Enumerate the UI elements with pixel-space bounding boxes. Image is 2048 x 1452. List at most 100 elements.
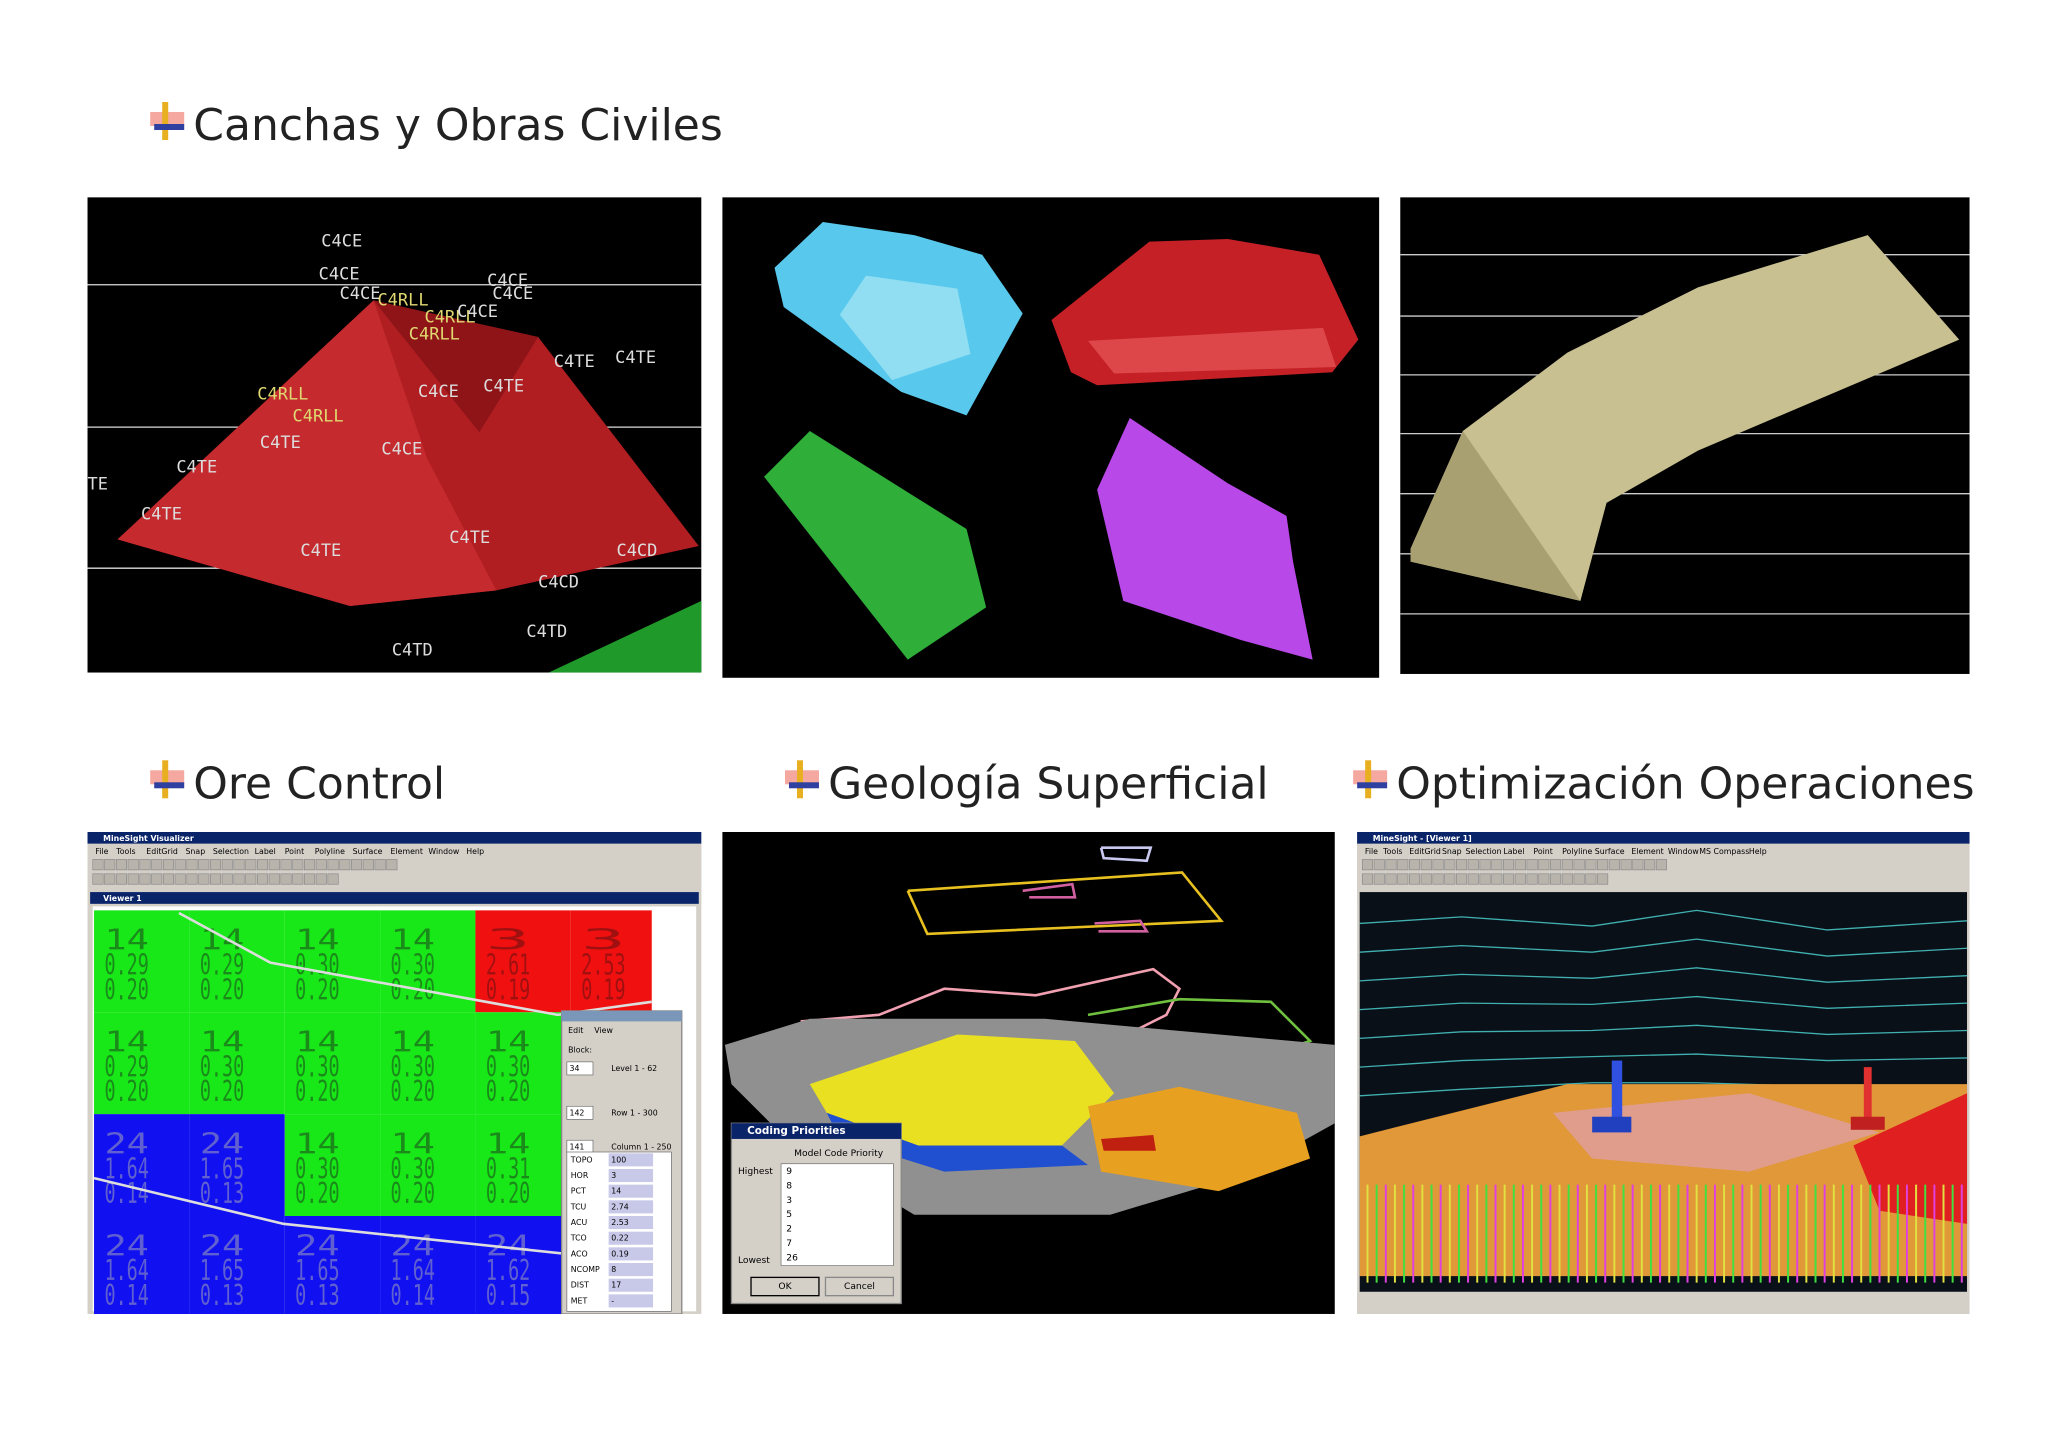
map-label: C4TE bbox=[141, 505, 182, 525]
item-cell bbox=[608, 1263, 654, 1277]
orange-unit bbox=[1088, 1086, 1311, 1192]
tool-button bbox=[315, 859, 327, 871]
contour bbox=[1359, 909, 1968, 931]
tool-button bbox=[1491, 873, 1503, 885]
cell-value: 0.13 bbox=[295, 1278, 339, 1312]
band-surface bbox=[1410, 235, 1960, 601]
cell-value: 14 bbox=[104, 923, 148, 957]
grid-cell bbox=[284, 1114, 381, 1216]
priority-label: Highest bbox=[738, 1167, 773, 1177]
cell-value: 0.31 bbox=[486, 1151, 530, 1185]
tool-button bbox=[1561, 859, 1573, 871]
map-label: C4TD bbox=[392, 640, 433, 660]
grid-cell bbox=[475, 1216, 571, 1314]
menu-item: File bbox=[1365, 847, 1378, 856]
tool-button bbox=[1432, 859, 1444, 871]
menu-item: Tools bbox=[115, 847, 135, 856]
outline bbox=[1022, 882, 1077, 899]
tool-button bbox=[139, 859, 151, 871]
cell-value: 0.19 bbox=[486, 972, 530, 1006]
tool-button bbox=[256, 873, 269, 885]
menu-item: File bbox=[95, 847, 108, 856]
tool-button bbox=[1526, 873, 1538, 885]
tool-button bbox=[221, 873, 233, 885]
cell-value: 0.20 bbox=[200, 1074, 244, 1108]
tool-button bbox=[256, 859, 269, 871]
menu-item: Label bbox=[1503, 847, 1524, 856]
cell-value: 0.14 bbox=[391, 1278, 435, 1312]
section-title: Canchas y Obras Civiles bbox=[193, 100, 723, 151]
contour bbox=[1359, 938, 1968, 957]
map-label: C4RLL bbox=[293, 407, 344, 427]
map-label: C4RLL bbox=[257, 384, 308, 404]
tool-button bbox=[1608, 859, 1620, 871]
map-label: TE bbox=[88, 475, 108, 495]
tool-button bbox=[1385, 873, 1397, 885]
item-cell bbox=[608, 1294, 654, 1308]
menu-item: Element bbox=[391, 847, 423, 856]
cell-value: 0.15 bbox=[486, 1278, 530, 1312]
surface-shade bbox=[117, 300, 497, 607]
item-name: ACO bbox=[571, 1249, 588, 1258]
tool-button bbox=[1585, 859, 1597, 871]
rig bbox=[1611, 1060, 1623, 1120]
tool-button bbox=[139, 873, 151, 885]
cell-value: 14 bbox=[200, 1025, 244, 1059]
map-label: C4TE bbox=[300, 541, 341, 561]
code-item: 2 bbox=[786, 1225, 792, 1235]
tool-button bbox=[1550, 873, 1562, 885]
tool-button bbox=[1408, 859, 1421, 871]
tool-button bbox=[151, 859, 163, 871]
surface-shade bbox=[373, 300, 539, 433]
cell-value: 0.30 bbox=[486, 1049, 530, 1083]
map-label: C4RLL bbox=[424, 307, 475, 327]
tool-button bbox=[115, 873, 128, 885]
code-item: 7 bbox=[786, 1239, 792, 1249]
cell-value: 3 bbox=[486, 923, 530, 957]
menu-item: Surface bbox=[353, 847, 383, 856]
grid-cell bbox=[380, 1216, 476, 1314]
cell-value: 0.30 bbox=[391, 1049, 435, 1083]
menu-item: Tools bbox=[1382, 847, 1402, 856]
cell-value: 0.14 bbox=[104, 1278, 148, 1312]
tool-button bbox=[1420, 873, 1432, 885]
tool-button bbox=[268, 873, 280, 885]
tool-button bbox=[1632, 859, 1644, 871]
tool-button bbox=[174, 873, 186, 885]
field-range: Level 1 - 62 bbox=[611, 1064, 657, 1073]
item-name: TOPO bbox=[570, 1155, 593, 1164]
grid-cell bbox=[189, 1216, 285, 1314]
cell-value: 3 bbox=[581, 923, 625, 957]
item-value: 0.22 bbox=[611, 1234, 628, 1243]
map-label: C4CE bbox=[487, 271, 528, 291]
tool-button bbox=[104, 873, 116, 885]
section-title: Geología Superficial bbox=[828, 758, 1269, 809]
cancel-button bbox=[824, 1276, 895, 1297]
cell-value: 2.53 bbox=[581, 948, 625, 982]
tool-button bbox=[221, 859, 233, 871]
item-cell bbox=[608, 1247, 654, 1261]
menu-item: Polyline bbox=[315, 847, 345, 856]
tool-button bbox=[1420, 859, 1432, 871]
tool-button bbox=[92, 873, 104, 885]
cell-value: 0.30 bbox=[295, 1049, 339, 1083]
cell-value: 14 bbox=[391, 1126, 435, 1160]
tool-button bbox=[1620, 859, 1632, 871]
cell-value: 14 bbox=[391, 923, 435, 957]
item-name: TCO bbox=[570, 1234, 587, 1243]
item-value: 0.19 bbox=[611, 1249, 628, 1258]
tool-button bbox=[1373, 859, 1385, 871]
field-value: 141 bbox=[569, 1142, 584, 1151]
cell-value: 0.30 bbox=[295, 948, 339, 982]
cell-value: 0.20 bbox=[295, 1176, 339, 1210]
field-range: Row 1 - 300 bbox=[611, 1108, 658, 1117]
cell-value: 0.30 bbox=[295, 1151, 339, 1185]
tool-button bbox=[245, 859, 257, 871]
block-dialog: Edit View Block: 34 Level 1 - 62 142 Row 1 - 3… bbox=[560, 1010, 683, 1314]
tool-button bbox=[1397, 859, 1409, 871]
title-bar bbox=[1357, 832, 1970, 844]
item-name: NCOMP bbox=[571, 1265, 600, 1274]
tool-button bbox=[198, 873, 210, 885]
highlight bbox=[839, 275, 971, 381]
code-item: 9 bbox=[786, 1167, 792, 1177]
